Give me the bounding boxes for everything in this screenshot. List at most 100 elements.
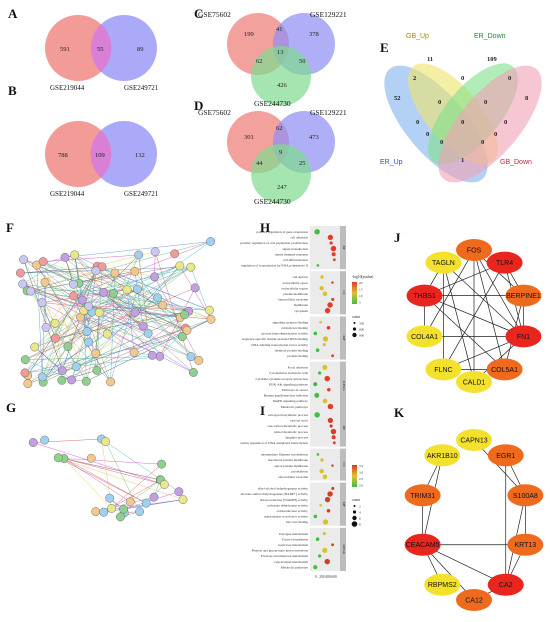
enrich-dot [327,417,334,424]
enrich-dot [327,234,334,241]
enrich-dot [322,364,328,370]
enrich-colorbar-tick: 5 [359,301,361,305]
enrich-dot [324,375,330,382]
enrich-dot [314,412,320,418]
enrich-panel-strip [340,226,346,270]
venn-e-v0h: 0 [440,139,443,146]
enrich-group-label: CC [342,290,346,295]
hub-edge [473,249,524,337]
enrich-colorbar-tick: 20 [359,281,363,285]
enrich-term-label: Galactose metabolism [278,543,308,547]
venn-a-right-label: GSE249721 [124,84,159,92]
venn-b-overlap [90,130,112,178]
enrich-dot [329,424,333,428]
enrich-dot [331,297,335,301]
hub-node [425,251,462,274]
ppi-node [108,289,118,298]
enrich-dot [319,320,323,324]
hub-node-label: CALD1 [463,380,486,387]
enrich-dot [314,392,320,398]
enrich-term-label: MAPK signaling pathway [273,399,309,403]
enrich-colorbar-tick: 3.0 [359,471,364,475]
venn-e-v0g: 0 [504,119,507,126]
enrich-dot [320,275,324,279]
enrich-term-label: plasma membrane [283,292,308,296]
ppi-edge [22,283,96,354]
enrich-dot [319,285,324,291]
venn-a: 591 55 89 GSE219044 GSE249721 [45,15,159,92]
hub-node [406,325,443,348]
enrich-dot [327,491,333,497]
venn-c-s123: 13 [277,49,284,56]
ppi-node [19,255,28,265]
enrich-dot [316,264,320,267]
hub-edge [443,262,505,370]
enrich-colorbar-tick: 2.0 [359,484,364,488]
enrich-count-tick: 4 [359,511,361,515]
venn-c-set2-label: GSE129221 [310,10,347,19]
venn-b-right-circle [91,121,157,187]
enrich-dot [322,343,326,347]
ppi-node [141,498,151,508]
venn-b-mid-value: 109 [95,152,105,159]
ppi-edge [27,319,212,384]
enrich-count-dot [352,332,357,338]
enrich-dot [318,554,322,558]
enrich-dot [315,537,320,541]
enrich-colorbar-tick: 2.5 [359,477,364,481]
enrich-count-dot [353,505,356,507]
venn-c-only1: 199 [244,31,254,38]
panel-label-k: K [394,405,405,420]
ppi-node [170,249,180,259]
ppi-edge [27,241,211,292]
enrich-count-title: count [352,315,360,319]
hub-edge [473,249,505,370]
enrich-legend-title: -log10(pvalue) [352,275,374,279]
ppi-node [84,301,94,311]
ppi-edge [63,458,162,465]
panel-label-d: D [194,98,204,113]
ppi-edge [96,319,212,371]
ppi-node [92,366,102,375]
panel-label-a: A [8,6,18,21]
ppi-node [84,337,93,347]
enrich-count-tick: 8 [359,523,361,527]
hub-node [505,284,542,307]
hub-node [456,371,492,393]
venn-c-set3-label: GSE244730 [254,99,291,108]
venn-c-set3-circle [251,46,311,106]
enrich-panel-strip [340,482,346,526]
venn-b-right-value: 132 [135,152,145,159]
enrich-panel-strip [340,316,346,360]
enrich-dot [330,245,337,252]
venn-e-v8: 8 [525,95,529,102]
venn-e-er-up-label: ER_Up [380,159,403,166]
ppi-node [91,507,101,516]
enrich-term-label: aldose reductase (NADPH) activity [260,498,308,502]
venn-b: 788 109 132 GSE219044 GSE249721 [45,121,159,198]
ppi-node [91,266,101,276]
venn-d-only2: 473 [309,134,319,141]
ppi-edge [61,312,100,381]
ppi-edge [58,457,184,500]
enrich-term-label: all-trans-retinol dehydrogenase (NADP+) … [240,492,308,496]
enrich-term-label: positive regulation of DNA-templated tra… [240,441,308,445]
hub-node [486,251,523,274]
enrich-dot [329,241,333,245]
ppi-edge [43,261,136,313]
enrich-colorbar-tick: 10 [359,294,363,298]
ppi-edge [64,241,211,258]
ppi-node [77,295,87,305]
hub-node [487,444,524,467]
ppi-node [99,507,109,517]
ppi-network-f [15,237,216,389]
enrich-term-label: basolateral plasma membrane [268,458,309,462]
ppi-node [40,435,50,445]
go-kegg-enrichment-i: BP estrogen biosynthetic process various c… [240,409,364,579]
enrich-dot [313,565,318,570]
hub-node-label: EGR1 [496,453,515,460]
ppi-node [158,300,168,310]
enrich-dot [332,441,336,445]
ppi-edge [80,316,192,357]
enrich-term-label: apical plasma membrane [274,464,308,468]
